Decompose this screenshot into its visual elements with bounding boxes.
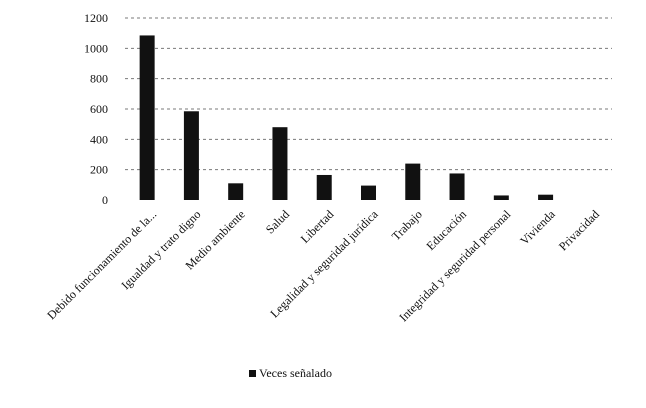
category-label: Privacidad xyxy=(556,207,602,253)
bar xyxy=(139,35,155,200)
bar xyxy=(228,183,244,200)
legend: Veces señalado xyxy=(249,366,332,380)
bars xyxy=(139,35,554,200)
y-axis-ticks: 0 200 400 600 800 1000 1200 xyxy=(84,11,108,207)
legend-swatch xyxy=(249,370,256,377)
category-label: Trabajo xyxy=(389,207,425,243)
y-tick-label: 400 xyxy=(90,132,108,146)
y-tick-label: 200 xyxy=(90,163,108,177)
y-tick-label: 1200 xyxy=(84,11,108,25)
category-label: Educación xyxy=(423,207,469,253)
y-tick-label: 1000 xyxy=(84,41,108,55)
category-label: Salud xyxy=(263,207,292,236)
bar xyxy=(272,127,288,200)
category-label: Vivienda xyxy=(517,207,558,248)
category-label: Igualdad y trato digno xyxy=(118,207,203,292)
y-tick-label: 0 xyxy=(102,193,108,207)
bar xyxy=(538,194,554,200)
bar xyxy=(361,185,376,200)
bar xyxy=(493,195,509,200)
bar xyxy=(449,173,465,200)
category-label: Libertad xyxy=(298,207,337,246)
legend-label: Veces señalado xyxy=(259,366,332,380)
bar xyxy=(316,174,332,200)
y-tick-label: 600 xyxy=(90,102,108,116)
category-labels: Debido funcionamiento de la...Igualdad y… xyxy=(44,207,602,325)
bar xyxy=(183,111,199,200)
bar xyxy=(405,163,421,200)
y-tick-label: 800 xyxy=(90,72,108,86)
